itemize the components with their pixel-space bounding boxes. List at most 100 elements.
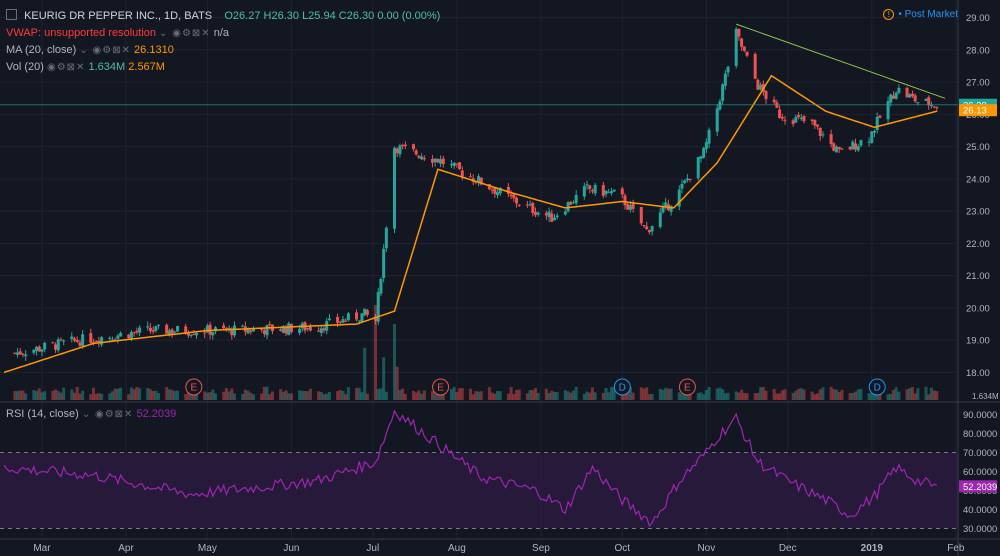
candle-body [601,185,605,196]
volume-bar [772,388,776,400]
price-axis-tick: 18.00 [966,368,990,379]
candle-body [680,184,684,189]
collapse-icon[interactable] [6,9,17,20]
volume-bar [401,388,405,400]
indicator-controls-icon[interactable]: ⌄ ◉⚙⊠✕ [81,409,134,420]
candle-body [230,329,234,336]
candle-body [487,184,491,190]
candle-body [875,116,879,131]
candle-body [398,145,402,155]
volume-value-label: 1.634M [972,392,999,401]
candle-body [742,46,746,51]
candle-body [837,146,841,149]
volume-bar [108,393,112,400]
volume-bar [854,391,858,400]
volume-bar [317,391,321,400]
candle-body [51,342,55,344]
candle-body [154,326,158,331]
volume-bar [205,392,209,400]
time-axis-tick: Jul [366,543,379,554]
volume-bar [702,394,706,400]
candle-body [612,189,616,192]
volume-bar [810,391,814,400]
candle-body [683,180,687,184]
volume-bar [718,387,722,400]
volume-bar [346,387,350,400]
volume-bar [650,393,654,400]
volume-bar [759,387,763,400]
candle-body [778,109,782,119]
candle-body [384,227,388,249]
volume-bar [13,390,17,400]
candle-body [119,333,123,337]
volume-bar [417,390,421,400]
indicator-controls-icon[interactable]: ◉⚙⊠✕ [46,62,86,73]
volume-bar [474,391,478,400]
candle-body [298,328,302,333]
candle-body [756,79,760,90]
price-axis-tick: 22.00 [966,239,990,250]
volume-bar [21,390,25,400]
candle-body [677,189,681,207]
open-value: O26.27 [224,10,261,22]
candle-body [574,194,578,204]
candle-body [376,292,380,322]
candle-body [43,342,47,350]
vol-legend[interactable]: Vol (20) ◉⚙⊠✕ 1.634M 2.567M [6,61,165,73]
volume-bar [230,388,234,400]
candle-body [525,204,529,206]
vwap-legend[interactable]: VWAP: unsupported resolution ⌄ ◉⚙⊠✕ n/a [6,27,229,39]
volume-bar [319,391,323,400]
price-axis-tick: 23.00 [966,207,990,218]
time-axis-tick: Sep [532,543,550,554]
candle-body [555,215,559,218]
volume-bar [677,392,681,400]
candle-body [753,53,757,79]
volume-bar [344,394,348,400]
volume-bar [889,393,893,400]
candle-body [233,325,237,336]
candle-body [73,338,77,341]
candle-body [16,352,20,355]
volume-bar [609,387,613,400]
ma-legend[interactable]: MA (20, close) ⌄ ◉⚙⊠✕ 26.1310 [6,44,174,56]
candle-body [631,203,635,209]
candle-body [832,143,836,151]
volume-bar [534,388,538,400]
volume-bar [756,392,760,400]
volume-bar [56,390,60,400]
price-axis-tick: 24.00 [966,174,990,185]
volume-bar [742,392,746,400]
symbol-legend: KEURIG DR PEPPER INC., 1D, BATS O26.27 H… [6,9,440,22]
candle-body [279,329,283,331]
indicator-controls-icon[interactable]: ⌄ ◉⚙⊠✕ [79,45,131,56]
post-market-indicator[interactable]: ! • Post Market [883,9,958,20]
volume-bar [851,392,855,400]
candle-body [157,324,161,326]
volume-bar [761,386,765,400]
candle-body [21,353,25,355]
volume-bar [891,389,895,400]
chevron-down-icon[interactable]: ⌄ ◉⚙⊠✕ [159,28,211,39]
volume-bar [455,392,459,400]
volume-bar [816,393,820,400]
volume-bar [571,390,575,400]
rsi-legend[interactable]: RSI (14, close) ⌄ ◉⚙⊠✕ 52.2039 [6,408,176,420]
candle-body [813,120,817,126]
volume-bar [593,392,597,400]
candle-body [534,211,538,216]
volume-bar [642,388,646,400]
candle-body [227,327,231,330]
volume-bar [233,393,237,400]
volume-bar [797,388,801,400]
volume-bar [211,389,215,400]
candle-body [802,116,806,122]
candle-body [422,158,426,160]
volume-bar [927,394,931,400]
volume-bar [856,389,860,400]
candle-body [821,134,825,136]
volume-bar [360,392,364,400]
volume-bar [829,386,833,400]
